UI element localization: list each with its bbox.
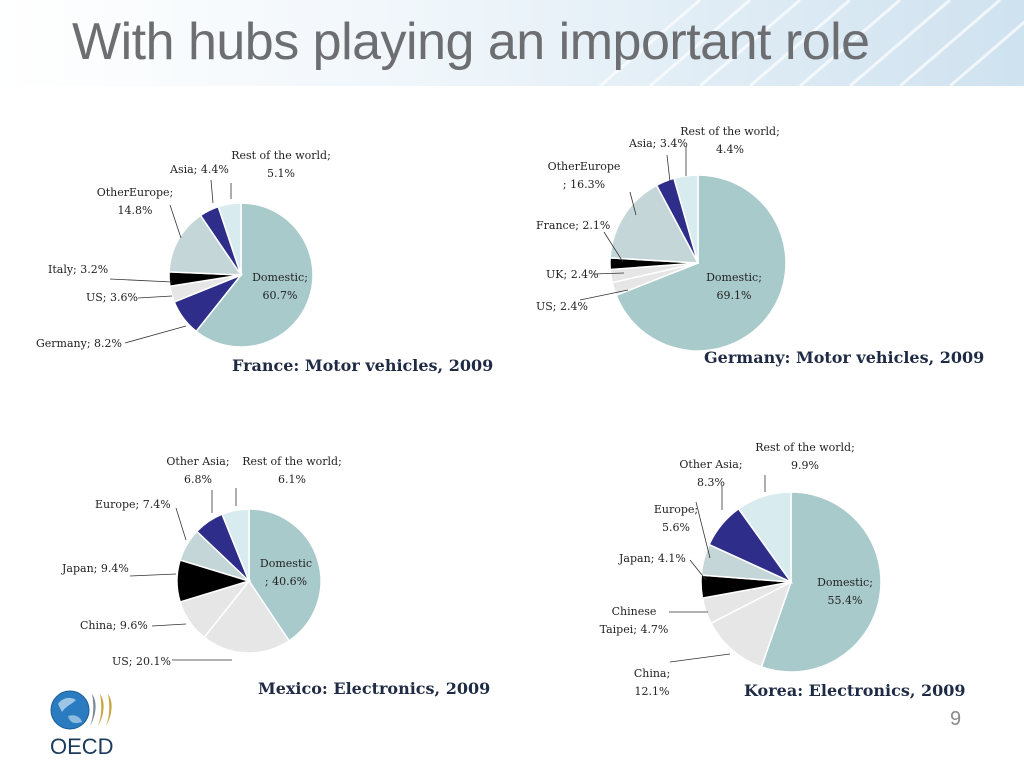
chart-title-mexico: Mexico: Electronics, 2009 (258, 679, 491, 698)
leader-line-germany (124, 325, 187, 344)
leader-line-europe (175, 507, 187, 541)
data-label-italy: Italy; 3.2% (48, 263, 108, 276)
data-label-europe: Europe; 7.4% (95, 498, 171, 511)
pie-slice-domestic (248, 508, 322, 642)
data-label-other-asia: Other Asia; 8.3% (679, 458, 742, 489)
leader-line-europe (695, 501, 711, 559)
data-label-us: US; 2.4% (536, 300, 588, 313)
page-number: 9 (950, 708, 962, 730)
pie-slice-us (203, 579, 291, 654)
chart-title-france: France: Motor vehicles, 2009 (232, 356, 494, 375)
chart-title-korea: Korea: Electronics, 2009 (744, 681, 966, 700)
leader-line-uk (592, 272, 625, 275)
pie-slice-rest-of-the-world (737, 491, 792, 585)
pie-slice-china (709, 580, 793, 668)
leader-line-china (151, 623, 187, 627)
data-label-chinese-taipei: Chinese Taipei; 4.7% (600, 605, 669, 636)
data-label-us: US; 3.6% (86, 291, 138, 304)
leader-line-asia (210, 179, 214, 204)
slide-title: With hubs playing an important role (72, 13, 870, 71)
data-label-domestic: Domestic; 55.4% (817, 576, 873, 607)
data-label-asia: Asia; 4.4% (169, 163, 229, 176)
data-label-europe: Europe; 5.6% (654, 503, 698, 534)
leader-line-othereurope (169, 204, 182, 239)
chart-title-germany: Germany: Motor vehicles, 2009 (704, 348, 985, 367)
data-label-domestic: Domestic; 60.7% (252, 271, 308, 302)
leader-line-us (579, 289, 629, 301)
data-label-rest-of-the-world: Rest of the world; 6.1% (242, 455, 342, 486)
pie-slice-othereurope (609, 184, 700, 264)
data-label-othereurope: OtherEurope; 16.3% (548, 160, 621, 191)
leader-line-japan (129, 573, 177, 577)
pie-slice-rest-of-the-world (217, 202, 242, 276)
data-label-uk: UK; 2.4% (546, 268, 599, 281)
data-label-other-asia: Other Asia; 6.8% (166, 455, 229, 486)
data-label-france: France; 2.1% (536, 219, 610, 232)
data-label-germany: Germany; 8.2% (36, 337, 122, 350)
oecd-logo: OECD (50, 690, 114, 758)
data-label-domestic: Domestic; 69.1% (706, 271, 762, 302)
leader-line-china (669, 653, 731, 663)
pie-slice-domestic (195, 202, 314, 348)
leader-line-othereurope (629, 191, 637, 216)
leader-line-italy (109, 278, 173, 283)
data-label-domestic: Domestic; 40.6% (260, 557, 312, 588)
data-label-rest-of-the-world: Rest of the world; 4.4% (680, 125, 780, 156)
pie-slice-domestic (615, 174, 787, 352)
leader-line-japan (689, 559, 707, 581)
data-label-japan: Japan; 4.1% (618, 552, 686, 565)
data-label-japan: Japan; 9.4% (61, 562, 129, 575)
leader-line-france (603, 231, 624, 263)
pie-slice-othereurope (168, 214, 243, 276)
leader-line-asia (666, 154, 671, 183)
data-label-us: US; 20.1% (112, 655, 171, 668)
data-label-china: China; 12.1% (634, 667, 670, 698)
data-label-asia: Asia; 3.4% (628, 137, 688, 150)
data-label-rest-of-the-world: Rest of the world; 5.1% (231, 149, 331, 180)
data-label-rest-of-the-world: Rest of the world; 9.9% (755, 441, 855, 472)
leader-line-us (137, 295, 173, 299)
oecd-logo-text: OECD (50, 734, 114, 758)
pie-slice-rest-of-the-world (221, 508, 250, 582)
data-label-othereurope: OtherEurope; 14.8% (97, 186, 174, 217)
data-label-china: China; 9.6% (80, 619, 148, 632)
